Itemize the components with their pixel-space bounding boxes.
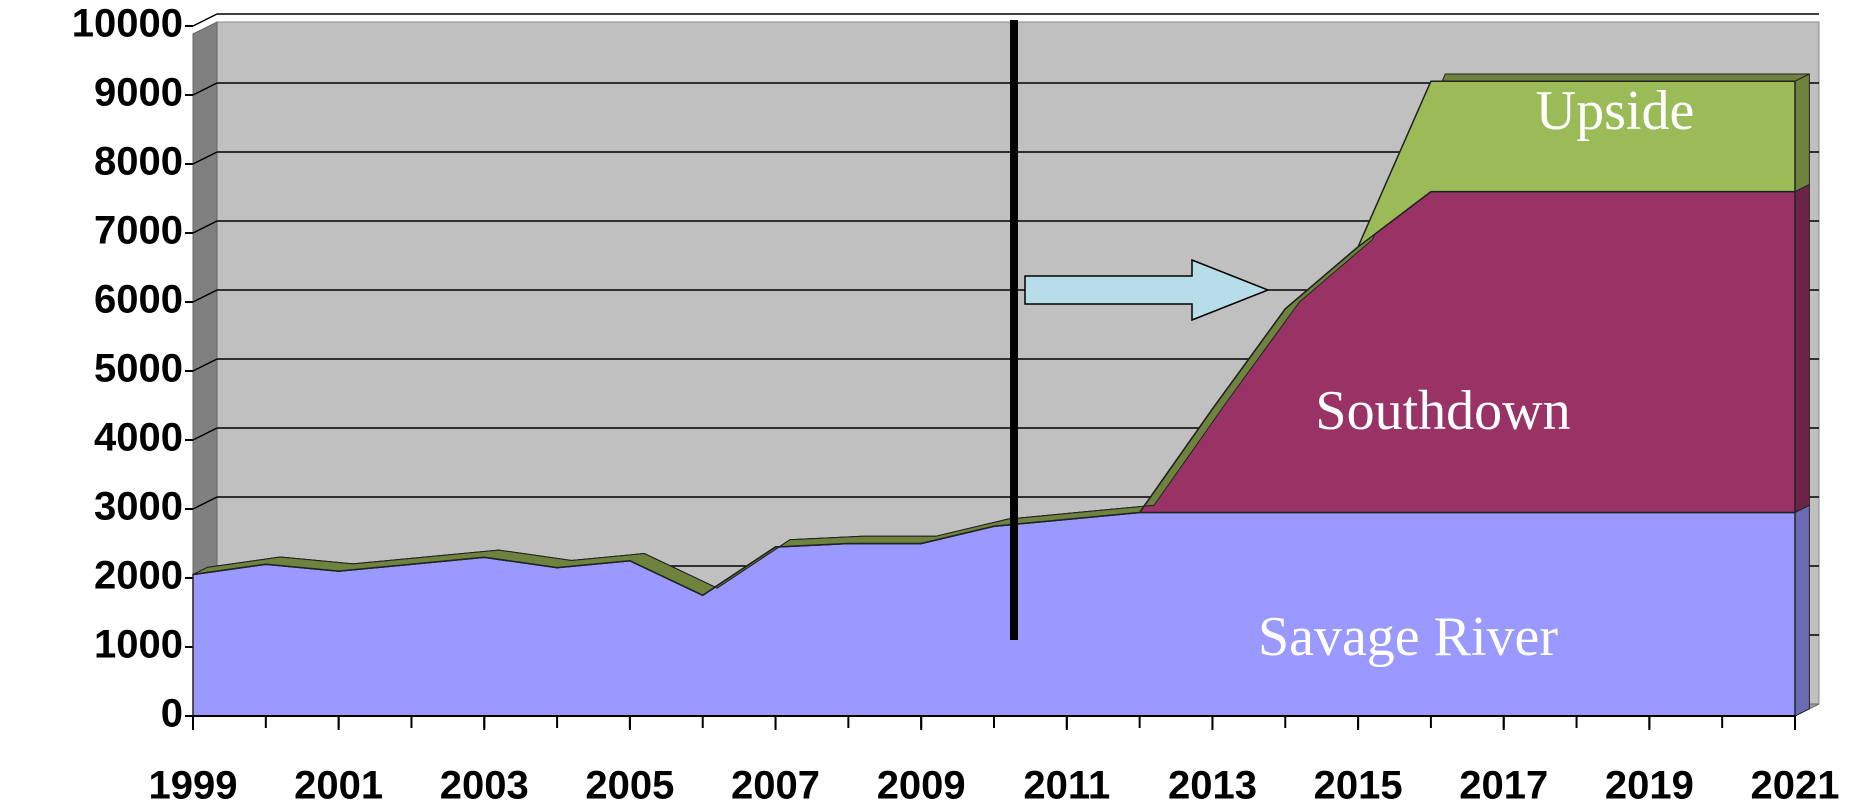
x-tick-label: 2019 (1605, 764, 1694, 808)
x-tick-label: 1999 (149, 764, 238, 808)
x-tick-label: 2003 (440, 764, 529, 808)
x-tick-label: 2007 (731, 764, 820, 808)
area (192, 80, 1796, 597)
series-label: Upside (1536, 80, 1695, 142)
y-tick-label: 3000 (94, 485, 183, 529)
grid-line (192, 289, 218, 303)
grid-line (192, 427, 218, 441)
x-tick-label: 2013 (1168, 764, 1257, 808)
y-tick-label: 4000 (94, 416, 183, 460)
y-tick-label: 2000 (94, 554, 183, 598)
arrow (1024, 258, 1271, 322)
y-tick-label: 1000 (94, 623, 183, 667)
series-label: Southdown (1315, 380, 1570, 442)
grid-line (192, 13, 218, 27)
grid-line (192, 82, 218, 96)
y-tick-label: 8000 (94, 140, 183, 184)
y-tick-label: 10000 (72, 2, 183, 46)
grid-line (192, 496, 218, 510)
y-tick-label: 5000 (94, 347, 183, 391)
y-tick-label: 9000 (94, 71, 183, 115)
grid-line (192, 220, 218, 234)
y-tick-label: 7000 (94, 209, 183, 253)
x-tick-label: 2015 (1314, 764, 1403, 808)
x-tick-label: 2005 (585, 764, 674, 808)
area-side (1794, 73, 1810, 193)
grid-line (192, 151, 218, 165)
x-tick-label: 2011 (1023, 764, 1110, 808)
x-tick-label: 2017 (1459, 764, 1548, 808)
x-tick-label: 2001 (294, 764, 383, 808)
series-label: Savage River (1258, 606, 1558, 668)
y-tick-label: 0 (161, 692, 183, 736)
area-side (1794, 504, 1810, 717)
area-side (1794, 183, 1810, 514)
y-tick-label: 6000 (94, 278, 183, 322)
x-tick-label: 2021 (1751, 764, 1840, 808)
x-tick-label: 2009 (877, 764, 966, 808)
grid-line (192, 358, 218, 372)
